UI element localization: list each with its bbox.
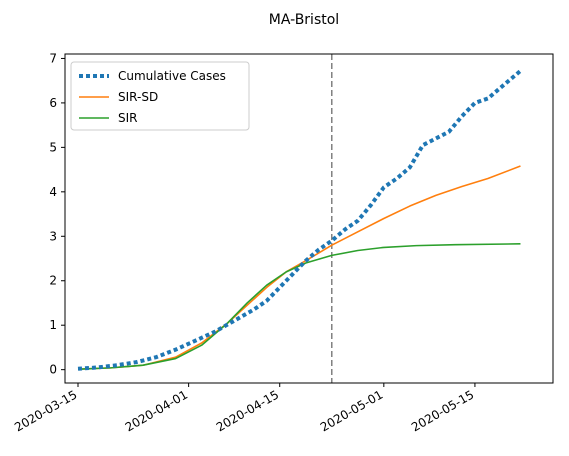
y-tick-label: 5: [49, 140, 57, 154]
legend: Cumulative Cases SIR-SD SIR: [70, 61, 250, 131]
y-tick-label: 6: [49, 96, 57, 110]
x-tick-label: 2020-03-15: [12, 387, 79, 434]
x-tick-label: 2020-05-15: [409, 387, 476, 434]
series-line-sir: [77, 243, 521, 371]
y-tick-label: 3: [49, 229, 57, 243]
legend-box: [70, 61, 250, 131]
series-line-cumulative-cases: [77, 69, 522, 371]
x-tick-label: 2020-04-01: [123, 387, 190, 434]
y-tick-label: 7: [49, 51, 57, 65]
plot-area: [77, 54, 522, 383]
chart-title: MA-Bristol: [269, 12, 339, 28]
plot-frame: [64, 53, 554, 384]
series-line-sir-sd: [77, 165, 521, 371]
y-tick-label: 1: [49, 318, 57, 332]
legend-label: Cumulative Cases: [118, 69, 226, 83]
x-tick-label: 2020-04-15: [214, 387, 281, 434]
y-tick-label: 2: [49, 274, 57, 288]
y-tick-label: 0: [49, 363, 57, 377]
legend-label: SIR: [118, 111, 138, 125]
legend-label: SIR-SD: [118, 90, 158, 104]
x-tick-label: 2020-05-01: [318, 387, 385, 434]
y-tick-label: 4: [49, 185, 57, 199]
